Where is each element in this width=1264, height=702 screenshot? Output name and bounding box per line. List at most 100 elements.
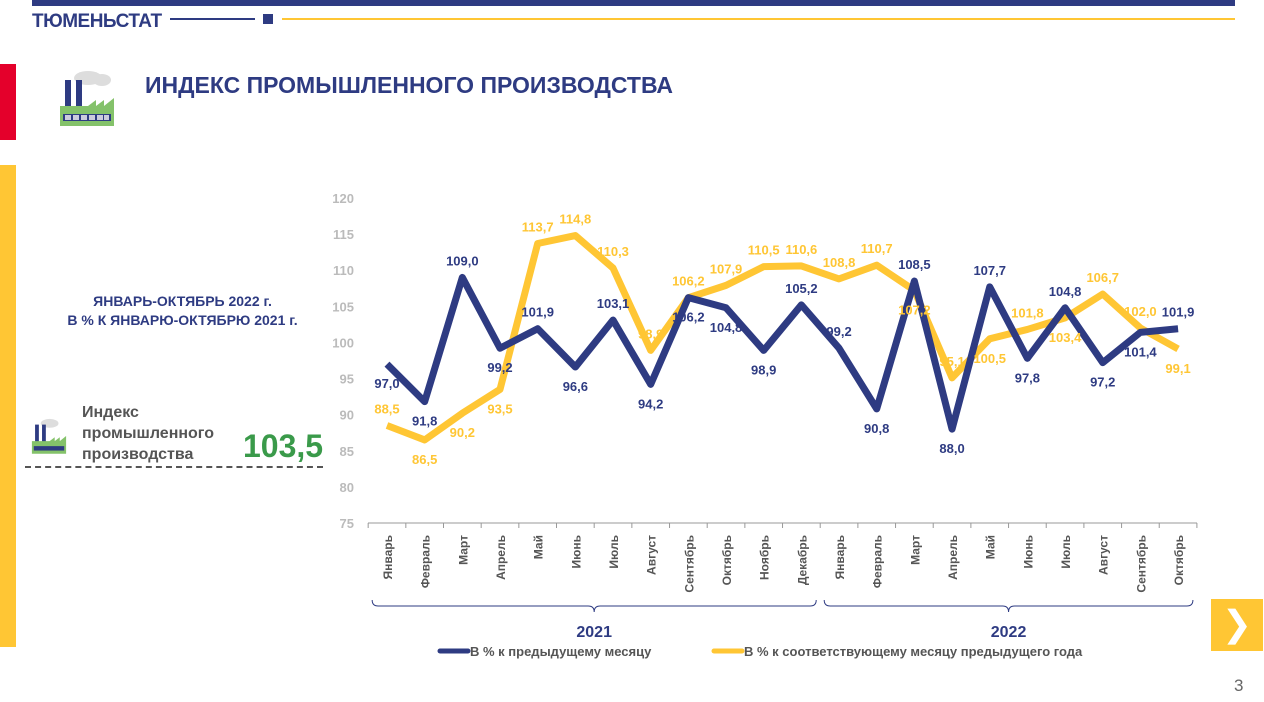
x-tick-label: Март [456,535,470,565]
data-label: 90,8 [864,421,889,436]
y-tick-label: 120 [332,191,354,206]
x-tick-label: Июль [607,535,621,569]
x-tick-label: Сентябрь [682,535,696,593]
y-tick-label: 85 [340,444,354,459]
x-tick-label: Май [984,535,998,559]
x-tick-label: Июль [1059,535,1073,569]
data-label: 114,8 [559,212,591,227]
x-tick-label: Январь [833,535,847,579]
x-tick-label: Август [645,535,659,575]
brand-logo-text: ТЮМЕНЬСТАТ [32,11,162,32]
data-label: 104,8 [710,320,743,335]
x-tick-label: Июнь [1021,535,1035,569]
data-label: 107,9 [710,261,743,276]
x-tick-label: Февраль [871,535,885,588]
x-tick-label: Июнь [569,535,583,569]
data-label: 103,1 [597,296,630,311]
x-tick-label: Декабрь [795,535,809,585]
y-tick-label: 115 [333,227,354,242]
chevron-right-icon: ❯ [1221,603,1253,644]
y-tick-label: 80 [340,480,354,495]
series-line-yoy [385,232,1180,444]
data-label: 98,9 [638,326,663,341]
data-label: 105,2 [785,281,818,296]
data-label: 97,8 [1015,370,1040,385]
accent-bar [0,64,16,140]
data-label: 106,7 [1086,270,1119,285]
x-tick-label: Ноябрь [758,535,772,580]
data-label: 106,2 [672,274,705,289]
data-label: 102,0 [1124,304,1157,319]
page-number: 3 [1234,676,1244,695]
data-label: 110,7 [861,241,893,256]
y-tick-label: 75 [340,516,354,531]
x-tick-label: Март [908,535,922,565]
x-tick-label: Апрель [946,535,960,580]
subtitle-line: В % К ЯНВАРЮ-ОКТЯБРЮ 2021 г. [67,312,298,328]
label-line: Индекс [82,404,139,421]
x-tick-label: Февраль [419,535,433,588]
data-label: 104,8 [1049,284,1082,299]
data-label: 90,2 [450,425,475,440]
data-label: 109,0 [446,253,479,268]
data-label: 97,2 [1090,375,1115,390]
data-label: 101,9 [1162,305,1195,320]
x-tick-label: Май [532,535,546,559]
subtitle-line: ЯНВАРЬ-ОКТЯБРЬ 2022 г. [93,293,272,309]
y-tick-label: 90 [340,408,354,423]
data-label: 97,0 [374,376,399,391]
data-label: 108,8 [823,255,856,270]
data-label: 101,9 [521,305,554,320]
y-tick-label: 95 [340,372,354,387]
index-label: Индекс промышленного производства [82,402,214,465]
divider [170,18,255,20]
factory-icon [31,418,67,454]
summary-subtitle: ЯНВАРЬ-ОКТЯБРЬ 2022 г. В % К ЯНВАРЮ-ОКТЯ… [40,292,325,330]
group-label: 2022 [991,624,1027,641]
group-bracket [371,599,817,613]
y-tick-label: 100 [332,335,354,350]
divider-square [263,14,273,24]
y-tick-label: 110 [333,263,354,278]
data-label: 110,3 [597,244,629,259]
data-label: 99,2 [826,324,851,339]
label-line: промышленного [82,425,215,442]
data-label: 95,1 [939,354,964,369]
group-bracket [823,599,1194,613]
series-line-mom [384,273,1179,433]
data-label: 108,5 [898,257,931,272]
divider [282,18,1235,20]
top-bar [32,0,1235,6]
data-label: 110,6 [785,242,817,257]
x-tick-label: Октябрь [1172,535,1186,585]
data-label: 98,9 [751,362,776,377]
data-label: 86,5 [412,452,437,467]
data-label: 88,0 [939,441,964,456]
index-value: 103,5 [243,428,324,464]
page-title: ИНДЕКС ПРОМЫШЛЕННОГО ПРОИЗВОДСТВА [145,72,674,98]
x-tick-label: Апрель [494,535,508,580]
data-label: 99,2 [487,360,512,375]
legend-label: В % к предыдущему месяцу [470,644,652,659]
next-slide-button[interactable]: ❯ [1211,599,1263,651]
x-tick-label: Август [1097,535,1111,575]
data-label: 106,2 [672,310,705,325]
data-label: 103,4 [1049,330,1082,345]
accent-bar [0,165,16,647]
data-label: 101,8 [1011,305,1044,320]
label-line: производства [82,446,194,463]
data-label: 88,5 [374,402,399,417]
group-label: 2021 [576,624,612,641]
data-label: 96,6 [563,379,588,394]
factory-icon [60,71,114,126]
data-label: 94,2 [638,396,663,411]
data-label: 93,5 [487,401,512,416]
data-label: 91,8 [412,414,437,429]
x-tick-label: Октябрь [720,535,734,585]
y-tick-label: 105 [332,299,354,314]
data-label: 107,7 [973,263,1006,278]
data-label: 110,5 [748,243,780,258]
data-label: 101,4 [1124,344,1157,359]
data-label: 113,7 [522,220,554,235]
